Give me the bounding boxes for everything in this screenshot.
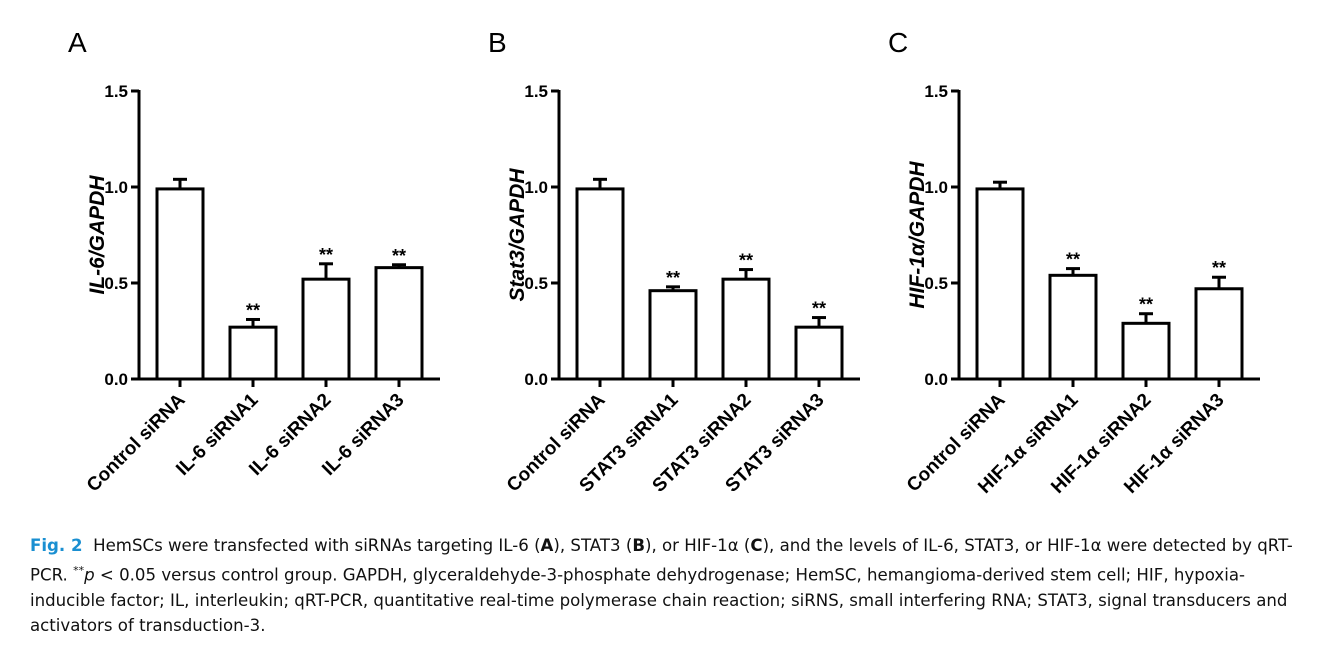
y-axis-label: Stat3/GAPDH xyxy=(506,168,529,302)
significance-marker: ** xyxy=(812,299,826,319)
y-axis-label: IL-6/GAPDH xyxy=(86,175,109,295)
category-label: Control siRNA xyxy=(83,389,190,496)
caption-p-symbol: p xyxy=(84,565,95,585)
y-tick-label: 1.5 xyxy=(104,82,128,101)
caption-text-2: ), STAT3 ( xyxy=(553,536,633,555)
bar xyxy=(648,289,698,381)
significance-marker: ** xyxy=(392,246,406,266)
significance-marker: ** xyxy=(1139,295,1153,315)
caption-text-1: HemSCs were transfected with siRNAs targ… xyxy=(93,536,541,555)
significance-marker: ** xyxy=(1066,250,1080,270)
significance-marker: ** xyxy=(739,251,753,271)
bar xyxy=(575,187,625,381)
significance-marker: ** xyxy=(1212,258,1226,278)
y-tick-label: 0.5 xyxy=(924,274,948,293)
bar xyxy=(1121,321,1171,381)
bar xyxy=(1048,273,1098,381)
caption-ref-b: B xyxy=(632,536,645,555)
caption-text-3: ), or HIF-1α ( xyxy=(644,536,751,555)
bar xyxy=(301,277,351,381)
panel-label: B xyxy=(488,27,507,58)
caption-significance-mark: ** xyxy=(73,564,85,577)
caption-ref-c: C xyxy=(750,536,763,555)
y-tick-label: 1.5 xyxy=(524,82,548,101)
panel-label: C xyxy=(888,27,908,58)
significance-marker: ** xyxy=(246,300,260,320)
y-axis-label: HIF-1α/GAPDH xyxy=(906,161,929,309)
y-tick-label: 0.5 xyxy=(524,274,548,293)
caption-text-5: < 0.05 versus control group. GAPDH, glyc… xyxy=(30,565,1288,635)
y-tick-label: 1.0 xyxy=(524,178,548,197)
panel-label: A xyxy=(68,27,87,58)
caption-text-4: ), and the levels of IL-6, STAT3, or HIF… xyxy=(30,536,1293,585)
bar xyxy=(794,325,844,381)
chart-panel-c: C HIF-1α/GAPDH 0.0 0.5 1.0 1.5 Control siRNA **… xyxy=(820,0,1260,520)
bar xyxy=(228,325,278,381)
bar xyxy=(1194,287,1244,381)
figure-label: Fig. 2 xyxy=(30,536,83,555)
chart-panel-a: A IL-6/GAPDH 0.0 0.5 1.0 1.5 Control siRNA ** IL… xyxy=(0,0,440,520)
significance-marker: ** xyxy=(666,268,680,288)
chart-panel-b: B Stat3/GAPDH 0.0 0.5 1.0 1.5 Control siRNA ** S… xyxy=(420,0,860,520)
caption-ref-a: A xyxy=(540,536,554,555)
y-tick-label: 0.5 xyxy=(104,274,128,293)
bar xyxy=(975,187,1025,381)
figure-caption: Fig. 2 HemSCs were transfected with siRN… xyxy=(30,533,1315,638)
y-tick-label: 1.0 xyxy=(924,178,948,197)
y-tick-label: 1.5 xyxy=(924,82,948,101)
significance-marker: ** xyxy=(319,245,333,265)
bar xyxy=(374,266,424,381)
y-tick-label: 1.0 xyxy=(104,178,128,197)
bar xyxy=(155,187,205,381)
y-tick-label: 0.0 xyxy=(924,370,948,389)
y-tick-label: 0.0 xyxy=(524,370,548,389)
bar xyxy=(721,277,771,381)
y-tick-label: 0.0 xyxy=(104,370,128,389)
